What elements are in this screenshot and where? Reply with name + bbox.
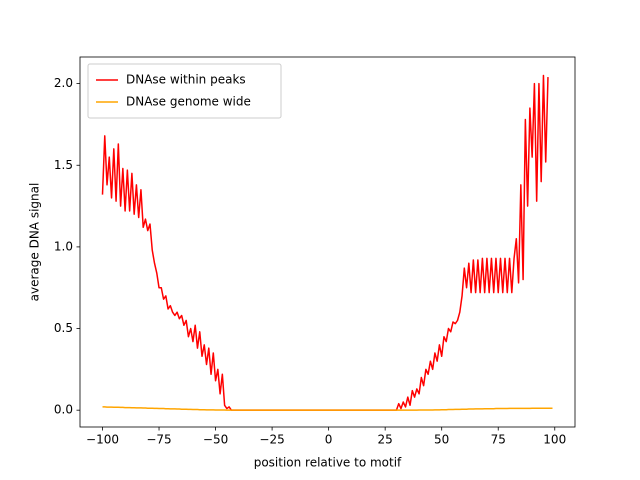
x-axis-label: position relative to motif bbox=[254, 456, 402, 470]
data-line bbox=[102, 406, 553, 411]
legend-box bbox=[87, 63, 282, 119]
x-tick-label: −75 bbox=[146, 433, 171, 447]
x-tick-label: 25 bbox=[378, 433, 393, 447]
x-tick-label: −50 bbox=[203, 433, 228, 447]
x-tick-label: 75 bbox=[491, 433, 506, 447]
x-tick-label: −100 bbox=[86, 433, 119, 447]
y-tick-label: 2.0 bbox=[54, 76, 73, 90]
x-tick-label: 50 bbox=[434, 433, 449, 447]
y-axis-label: average DNA signal bbox=[28, 183, 42, 302]
x-tick-label: 0 bbox=[325, 433, 333, 447]
y-tick-label: 1.0 bbox=[54, 239, 73, 253]
plot-frame bbox=[79, 56, 576, 428]
legend-label: DNAse genome wide bbox=[126, 95, 251, 109]
legend-label: DNAse within peaks bbox=[126, 73, 246, 87]
y-tick-label: 0.5 bbox=[54, 321, 73, 335]
y-tick-label: 1.5 bbox=[54, 158, 73, 172]
x-tick-label: 100 bbox=[543, 433, 566, 447]
y-tick-label: 0.0 bbox=[54, 403, 73, 417]
x-tick-label: −25 bbox=[259, 433, 284, 447]
